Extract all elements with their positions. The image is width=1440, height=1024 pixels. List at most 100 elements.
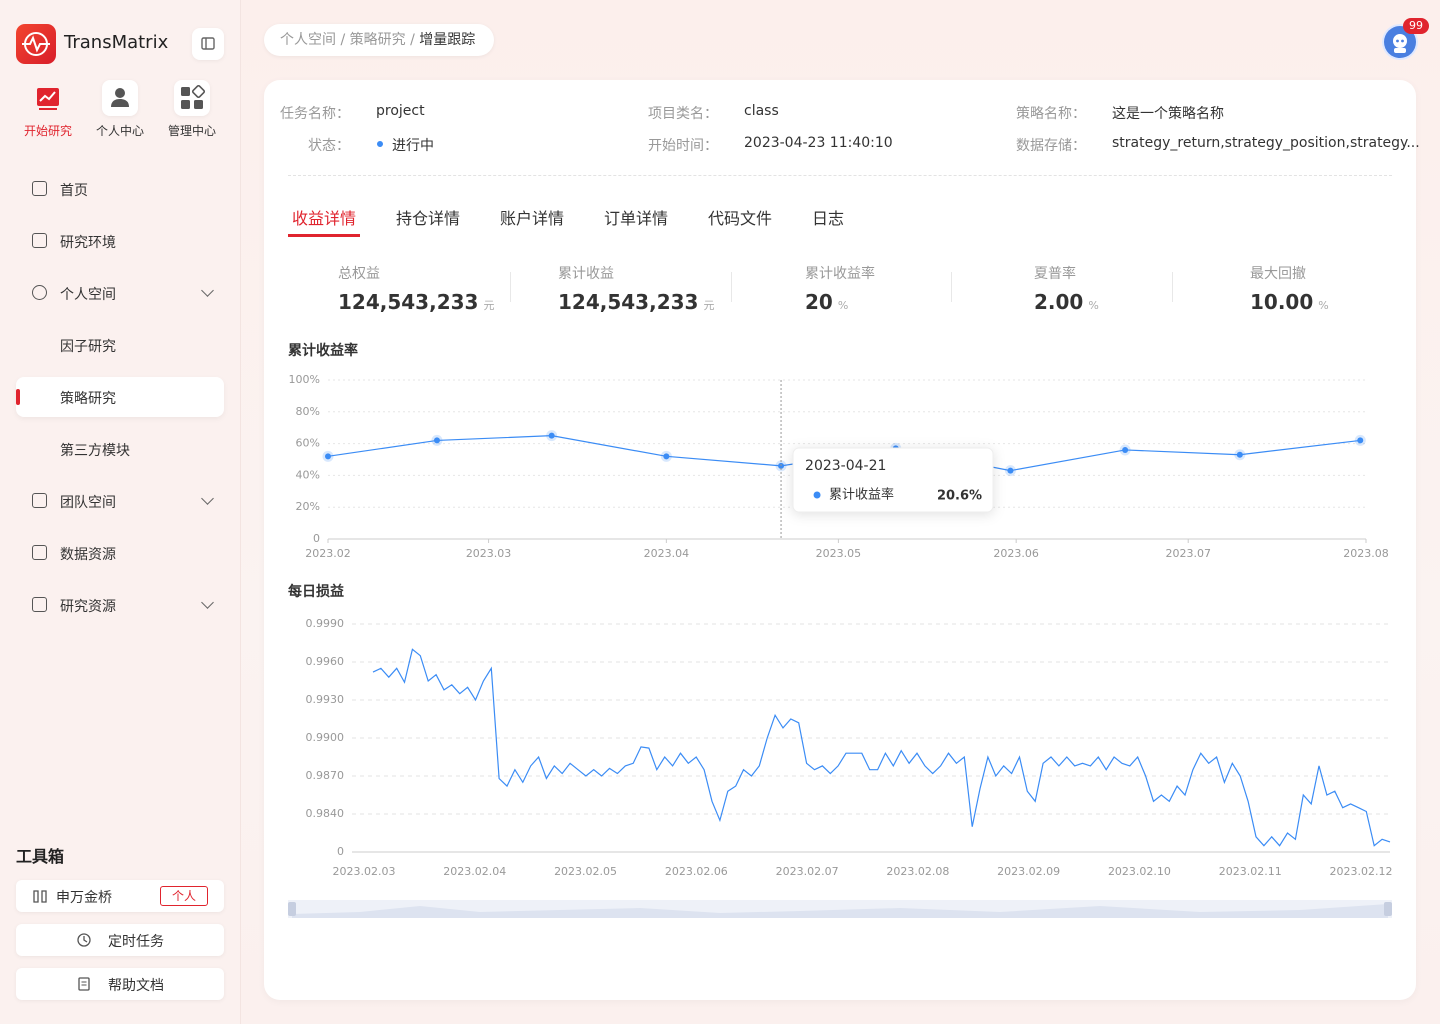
crumb[interactable]: 个人空间 xyxy=(280,32,336,48)
field-value: strategy_return,strategy_position,strate… xyxy=(1112,135,1420,151)
tool-button[interactable]: 帮助文档 xyxy=(16,968,224,1000)
crumb: 增量跟踪 xyxy=(419,32,476,48)
active-item-bg xyxy=(16,377,224,417)
stat-unit: % xyxy=(1318,299,1329,312)
tab[interactable]: 代码文件 xyxy=(708,209,773,228)
logo[interactable] xyxy=(16,24,56,64)
nav-icon[interactable] xyxy=(174,80,210,116)
stat-number: 20 xyxy=(805,290,833,314)
chart-title: 每日损益 xyxy=(288,584,344,600)
tab[interactable]: 订单详情 xyxy=(604,209,669,228)
stat-value: 10.00% xyxy=(1250,290,1329,314)
x-tick-label: 2023.06 xyxy=(993,547,1039,560)
field-label: 开始时间： xyxy=(648,138,718,154)
x-tick-label: 2023.08 xyxy=(1343,547,1389,560)
menu-icon xyxy=(32,597,47,612)
stat-unit: 元 xyxy=(703,299,715,312)
menu-item[interactable]: 首页 xyxy=(60,183,88,199)
tool-button[interactable]: 定时任务 xyxy=(16,924,224,956)
stat-value: 2.00% xyxy=(1034,290,1099,314)
icon xyxy=(33,890,47,903)
tool-label: 定时任务 xyxy=(108,934,164,950)
y-tick-label: 0.9990 xyxy=(306,617,345,630)
logo-icon xyxy=(22,32,50,56)
field-value: 这是一个策略名称 xyxy=(1112,106,1224,122)
x-tick-label: 2023.03 xyxy=(466,547,512,560)
breadcrumb: 个人空间 / 策略研究 / 增量跟踪 xyxy=(264,24,494,56)
crumb-sep: / xyxy=(340,32,350,48)
field-label: 策略名称： xyxy=(1016,106,1086,122)
icon xyxy=(111,88,129,107)
field-value: 进行中 xyxy=(392,138,434,154)
menu-item[interactable]: 个人空间 xyxy=(60,287,116,303)
tooltip-date: 2023-04-21 xyxy=(805,458,886,474)
tab-underline xyxy=(288,234,360,237)
tooltip: 2023-04-21 累计收益率 20.6% xyxy=(792,447,994,513)
menu-icon xyxy=(32,233,47,248)
tab[interactable]: 账户详情 xyxy=(500,209,565,228)
y-tick-label: 100% xyxy=(289,373,320,386)
tool-label: 帮助文档 xyxy=(108,978,164,994)
stat-label: 总权益 xyxy=(338,266,380,282)
x-tick-label: 2023.02.07 xyxy=(776,865,839,878)
toolbox-title: 工具箱 xyxy=(16,847,65,866)
stat-divider xyxy=(510,272,511,302)
x-tick-label: 2023.07 xyxy=(1165,547,1211,560)
icon xyxy=(78,977,90,991)
stat-value: 20% xyxy=(805,290,848,314)
tab[interactable]: 收益详情 xyxy=(292,209,357,228)
field-label: 任务名称： xyxy=(280,106,350,122)
stat-divider xyxy=(731,272,732,302)
icon xyxy=(181,84,206,109)
menu-item[interactable]: 团队空间 xyxy=(60,495,116,511)
point xyxy=(325,453,331,460)
zoom-preview xyxy=(292,904,1388,918)
avatar-icon xyxy=(1393,34,1407,53)
menu-icon xyxy=(32,493,47,508)
menu-item[interactable]: 研究环境 xyxy=(60,235,116,251)
collapse-icon xyxy=(201,37,215,50)
y-tick-label: 20% xyxy=(296,500,320,513)
y-tick-label: 0.9870 xyxy=(306,769,345,782)
crumb[interactable]: 策略研究 xyxy=(349,32,406,48)
stat-unit: 元 xyxy=(483,299,495,312)
y-tick-label: 0.9900 xyxy=(306,731,345,744)
y-tick-label: 0.9930 xyxy=(306,693,345,706)
zoom-handle[interactable] xyxy=(1384,902,1392,916)
field-value: 2023-04-23 11:40:10 xyxy=(744,135,893,151)
y-tick-label: 0.9840 xyxy=(306,807,345,820)
menu-item[interactable]: 因子研究 xyxy=(60,339,116,355)
zoom-handle[interactable] xyxy=(288,902,296,916)
status-dot xyxy=(377,141,383,147)
tool-label: 申万金桥 xyxy=(56,890,112,906)
content-card xyxy=(264,80,1416,1000)
x-tick-label: 2023.02.03 xyxy=(333,865,396,878)
menu-item[interactable]: 研究资源 xyxy=(60,599,116,615)
top-nav-label[interactable]: 管理中心 xyxy=(167,124,216,138)
top-nav-label[interactable]: 个人中心 xyxy=(95,124,144,138)
menu-item[interactable]: 策略研究 xyxy=(60,391,116,407)
tab[interactable]: 日志 xyxy=(812,209,845,228)
nav-icon[interactable] xyxy=(30,80,66,116)
tool-button[interactable]: 申万金桥 xyxy=(16,880,224,912)
field-value: project xyxy=(376,103,425,119)
field-label: 状态： xyxy=(308,138,350,154)
x-tick-label: 2023.05 xyxy=(816,547,862,560)
stat-number: 124,543,233 xyxy=(338,290,479,314)
top-nav-label[interactable]: 开始研究 xyxy=(23,124,72,138)
stat-divider xyxy=(1172,272,1173,302)
tooltip-dot xyxy=(813,491,821,499)
y-tick-label: 60% xyxy=(296,437,320,450)
y-axis-floor-label: 0 xyxy=(337,845,344,858)
stat-label: 累计收益率 xyxy=(805,266,875,282)
tab[interactable]: 持仓详情 xyxy=(396,209,461,228)
menu-item[interactable]: 数据资源 xyxy=(60,547,116,563)
series-line xyxy=(372,648,1391,847)
collapse-button[interactable] xyxy=(192,28,224,60)
sidebar: TransMatrix 开始研究 个人中心 管理中心 工具箱 申万金桥 个人 定… xyxy=(0,0,241,1024)
point xyxy=(663,453,670,460)
nav-icon[interactable] xyxy=(102,80,138,116)
menu-item[interactable]: 第三方模块 xyxy=(60,443,130,459)
stat-value: 124,543,233 元 xyxy=(338,290,494,314)
